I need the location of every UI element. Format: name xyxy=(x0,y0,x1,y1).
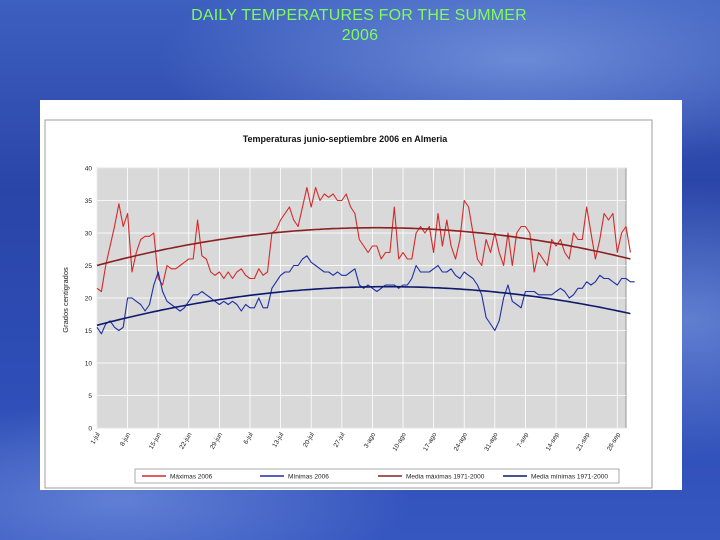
series-line-1 xyxy=(96,186,631,293)
chart-panel: Temperaturas junio-septiembre 2006 en Al… xyxy=(40,100,682,490)
legend-label: Mínimas 2006 xyxy=(288,474,329,481)
y-tick-label: 0 xyxy=(88,426,92,433)
legend-box xyxy=(134,468,620,484)
slide-title-line2: 2006 xyxy=(341,27,379,44)
y-tick-label: 40 xyxy=(85,166,93,173)
y-tick-label: 5 xyxy=(88,393,92,400)
y-tick-label: 25 xyxy=(85,263,93,270)
y-tick-label: 35 xyxy=(85,198,93,205)
legend-label: Media máximas 1971-2000 xyxy=(406,474,485,481)
y-tick-label: 20 xyxy=(85,296,93,303)
slide-title-line1: DAILY TEMPERATURES FOR THE SUMMER xyxy=(191,7,527,24)
y-tick-label: 15 xyxy=(85,328,93,335)
slide-title: DAILY TEMPERATURES FOR THE SUMMER 2006 xyxy=(0,6,720,46)
y-tick-label: 10 xyxy=(85,361,93,368)
series-line-3 xyxy=(96,226,631,267)
series-line-4 xyxy=(96,285,631,327)
y-tick-label: 30 xyxy=(85,231,93,238)
y-axis-label: Grados centigrados xyxy=(61,267,70,333)
legend-label: Media mínimas 1971-2000 xyxy=(531,474,608,481)
chart: Temperaturas junio-septiembre 2006 en Al… xyxy=(44,119,653,489)
chart-title: Temperaturas junio-septiembre 2006 en Al… xyxy=(243,134,449,144)
legend-label: Máximas 2006 xyxy=(170,474,213,481)
